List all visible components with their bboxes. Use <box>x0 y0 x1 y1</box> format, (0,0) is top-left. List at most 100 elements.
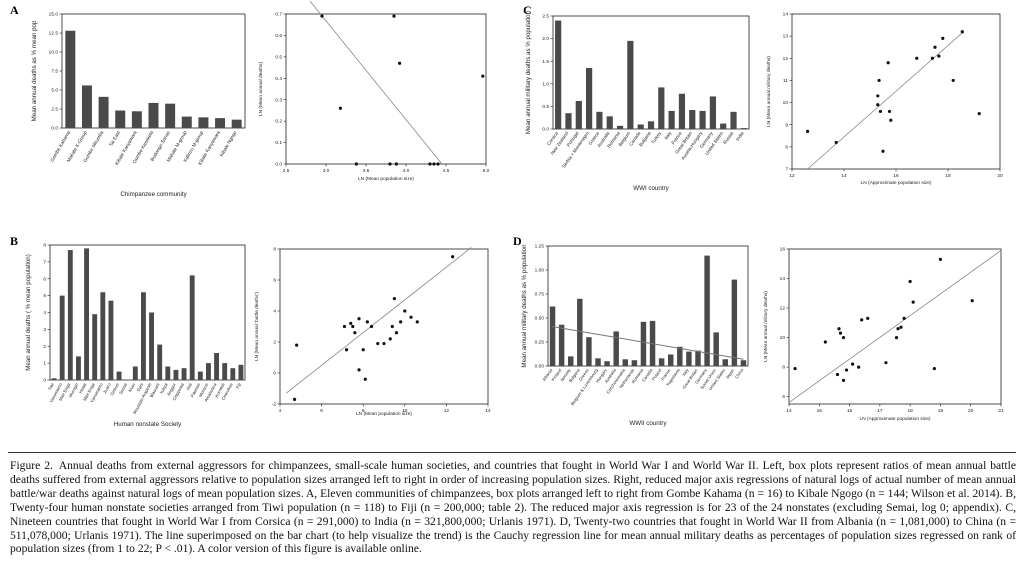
chart-c-scatter: 7 8 9 10 11 12 13 14 LN (Mean annual military de… <box>766 12 1003 186</box>
category-label: Gebusi <box>109 382 120 396</box>
bar <box>668 110 675 129</box>
y-tick-label: 16 <box>780 247 786 253</box>
data-point <box>911 300 915 304</box>
bar <box>157 344 163 380</box>
bar <box>695 350 701 366</box>
bar <box>141 292 146 380</box>
data-point <box>837 327 841 331</box>
bar <box>76 356 81 380</box>
data-point <box>933 45 937 49</box>
bar <box>165 103 176 128</box>
data-point <box>481 74 485 78</box>
bar <box>565 113 572 129</box>
y-tick-label: 0.00 <box>535 364 545 370</box>
category-label: Italy <box>681 367 690 377</box>
data-point <box>292 397 297 401</box>
data-point <box>388 337 392 341</box>
x-tick-label: 14 <box>485 408 491 414</box>
caption-rule <box>8 452 1016 453</box>
y-tick-label: 7 <box>785 167 788 173</box>
category-label: Murngin <box>68 382 80 399</box>
category-label: Turkey <box>650 130 662 145</box>
x-tick-label: 18 <box>907 408 913 414</box>
data-point <box>886 61 890 65</box>
chart-b-bar: 0 1 2 3 4 5 6 7 8 Mean annual deaths ( % mean pop… <box>25 243 246 428</box>
chart-d-bar: 0.00 0.25 0.50 0.75 1.00 1.25 Mean annual mili… <box>521 244 749 427</box>
data-point <box>436 162 440 166</box>
data-point <box>342 324 347 329</box>
y-tick-label: 0.25 <box>535 340 545 346</box>
x-tick-label: 14 <box>841 173 847 179</box>
bar <box>214 353 219 380</box>
category-label: Fiji <box>235 382 242 389</box>
bar <box>596 111 603 129</box>
bar <box>231 119 242 128</box>
category-label: Mohave <box>198 382 210 398</box>
x-axis-label: WWI country <box>633 185 669 192</box>
panel-letter-b: B <box>10 234 18 248</box>
data-point <box>860 318 864 322</box>
category-label: India <box>735 130 745 141</box>
data-point <box>369 324 374 329</box>
y-tick-label: 10 <box>783 100 789 106</box>
bar <box>215 118 226 128</box>
data-point <box>930 56 935 60</box>
y-tick-label: 0.3 <box>275 97 282 103</box>
data-point <box>937 54 941 58</box>
bar <box>51 378 57 380</box>
bar <box>586 337 592 366</box>
y-tick-label: 0.2 <box>275 119 282 125</box>
data-point <box>878 109 883 114</box>
y-tick-label: 10 <box>780 335 786 341</box>
y-tick-label: 10.0 <box>49 50 59 56</box>
x-tick-label: 4.0 <box>403 168 410 174</box>
data-point <box>357 368 361 372</box>
y-tick-label: 0.7 <box>275 12 282 18</box>
data-point <box>970 299 974 303</box>
y-tick-label: 14 <box>780 276 786 282</box>
bar <box>189 275 195 380</box>
x-tick-label: 10 <box>402 408 408 414</box>
y-tick-label: 13 <box>783 34 789 40</box>
data-point <box>365 320 369 324</box>
y-axis-label: LN (Mean annual deaths) <box>258 62 264 117</box>
chart-c-bar: 0.0 0.5 1.0 1.5 2.0 2.5 Mean annual military d… <box>525 10 750 192</box>
data-point <box>881 149 885 153</box>
bar <box>668 354 674 366</box>
panel-letter-d: D <box>513 234 522 248</box>
data-point <box>394 162 398 166</box>
bar <box>622 359 628 366</box>
y-tick-label: 6 <box>273 278 276 284</box>
bar <box>616 125 624 129</box>
y-axis-label: LN (Mean annual military deaths) <box>766 56 772 127</box>
y-axis-label: Mean annual military deaths as % populat… <box>521 244 528 368</box>
data-point <box>403 309 407 313</box>
bar <box>720 123 727 129</box>
chart-a-bar: 0.0 2.5 5.0 7.5 10.0 12.5 15.0 Mean annual deat… <box>31 12 246 198</box>
x-axis-label: WWII country <box>629 420 667 427</box>
data-point <box>876 103 880 107</box>
bar <box>84 248 89 380</box>
bar <box>197 371 203 380</box>
data-point <box>363 377 367 381</box>
regression-line <box>285 247 472 394</box>
y-axis-label: LN (Mean annual 'battle deaths') <box>254 292 260 361</box>
category-label: Jivaro <box>102 382 112 395</box>
bar <box>98 96 109 128</box>
y-tick-label: 0.5 <box>275 54 282 60</box>
category-label: Tai East <box>108 129 122 147</box>
bar <box>613 331 619 366</box>
bar <box>198 117 209 128</box>
bar <box>678 93 686 129</box>
data-point <box>941 36 945 40</box>
y-tick-label: 12 <box>780 306 786 312</box>
data-point <box>889 118 893 122</box>
y-tick-label: 0.4 <box>275 76 282 82</box>
category-label: Canada <box>641 367 654 382</box>
bar <box>67 250 73 380</box>
bar <box>115 110 126 128</box>
data-point <box>841 378 846 382</box>
x-axis-label: LN (Approximate population size) <box>861 180 932 186</box>
y-tick-label: 0.5 <box>542 104 549 110</box>
data-point <box>351 324 355 329</box>
